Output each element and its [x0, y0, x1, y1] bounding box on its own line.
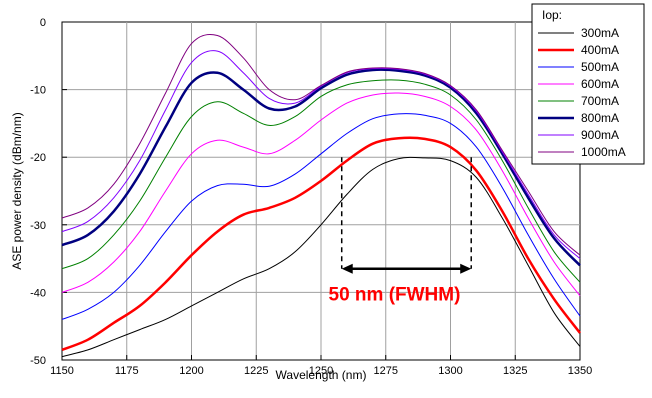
series-line-300mA: [61, 156, 581, 358]
y-tick-label: -50: [30, 355, 46, 367]
x-tick-label: 1325: [503, 365, 527, 377]
legend-label-400mA: 400mA: [581, 43, 619, 57]
legend: Iop: 300mA 400mA 500mA 600mA 700mA 800mA 900mA 1…: [531, 3, 645, 165]
legend-label-700mA: 700mA: [581, 94, 619, 108]
x-tick-label: 1275: [374, 365, 398, 377]
y-tick-label: -20: [30, 152, 46, 164]
fwhm-annotation: 50 nm (FWHM): [329, 157, 472, 306]
series-line-1000mA: [61, 33, 581, 256]
axis-ticks: 1150 1175 1200 1225 1250 1275 1300 1325 1350 0 -10…: [30, 17, 592, 377]
x-axis-label: Wavelength (nm): [276, 368, 367, 382]
x-tick-label: 1175: [115, 365, 139, 377]
legend-title: Iop:: [542, 8, 562, 22]
x-tick-label: 1300: [438, 365, 462, 377]
series-line-700mA: [61, 79, 581, 283]
series-line-500mA: [61, 113, 581, 320]
series-line-600mA: [61, 92, 581, 297]
x-tick-label: 1200: [179, 365, 203, 377]
series-line-400mA: [61, 136, 581, 352]
legend-label-1000mA: 1000mA: [581, 145, 626, 159]
y-tick-label: 0: [40, 17, 46, 29]
x-tick-label: 1150: [50, 365, 74, 377]
fwhm-arrow-head-left: [341, 263, 353, 274]
legend-label-800mA: 800mA: [581, 111, 619, 125]
fwhm-arrow-head-right: [460, 263, 472, 274]
legend-label-300mA: 300mA: [581, 26, 619, 40]
y-tick-label: -30: [30, 220, 46, 232]
series-lines: [61, 33, 581, 358]
legend-label-600mA: 600mA: [581, 77, 619, 91]
y-tick-label: -10: [30, 85, 46, 97]
legend-label-900mA: 900mA: [581, 128, 619, 142]
fwhm-label: 50 nm (FWHM): [329, 285, 461, 306]
x-tick-label: 1350: [568, 365, 592, 377]
y-tick-label: -40: [30, 287, 46, 299]
legend-label-500mA: 500mA: [581, 60, 619, 74]
x-tick-label: 1250: [309, 365, 333, 377]
series-line-900mA: [61, 50, 581, 259]
y-axis-label: ASE power density (dBm/nm): [10, 112, 24, 269]
series-line-800mA: [61, 68, 581, 267]
x-tick-label: 1225: [244, 365, 268, 377]
